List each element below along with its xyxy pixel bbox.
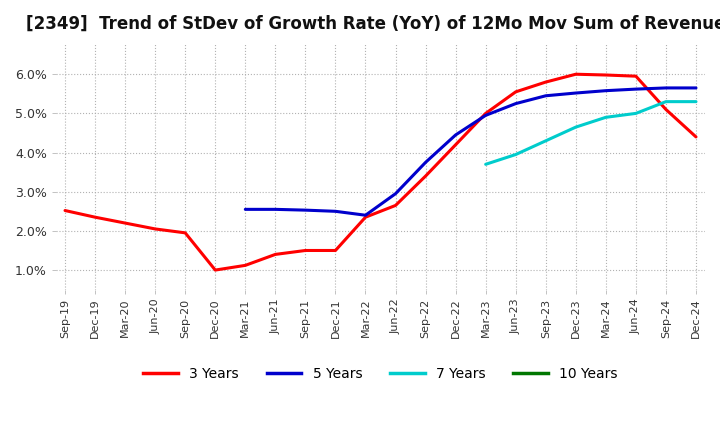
Legend: 3 Years, 5 Years, 7 Years, 10 Years: 3 Years, 5 Years, 7 Years, 10 Years bbox=[138, 361, 623, 386]
Title: [2349]  Trend of StDev of Growth Rate (YoY) of 12Mo Mov Sum of Revenues: [2349] Trend of StDev of Growth Rate (Yo… bbox=[26, 15, 720, 33]
